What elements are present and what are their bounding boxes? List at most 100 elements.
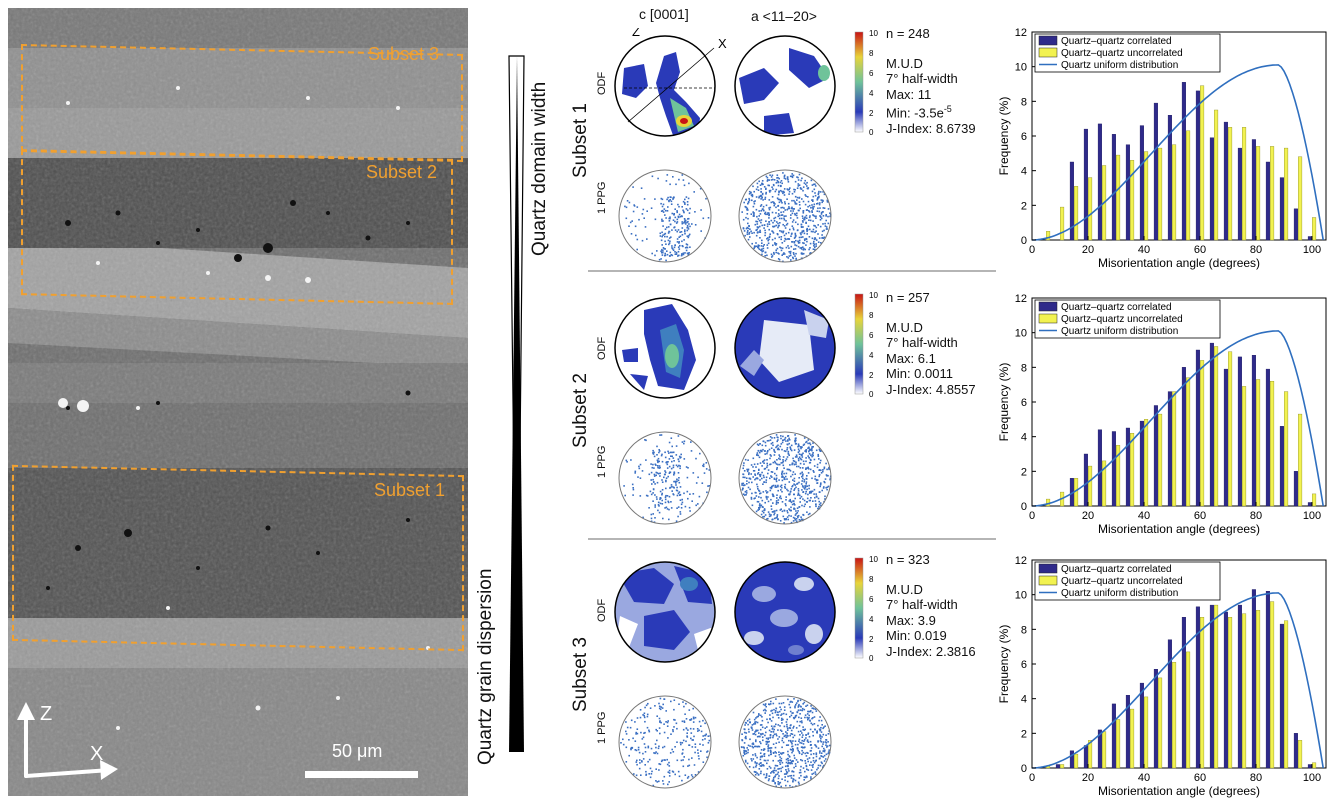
ppg-point [779,763,782,765]
ppg-point [790,509,792,512]
ppg-point [799,734,801,736]
bar-correlated [1251,354,1256,507]
ppg-point [669,199,671,201]
ppg-point [664,235,666,238]
ppg-point [746,480,748,482]
ppg-point [662,211,665,213]
ppg-point [678,236,680,238]
ppg-point [817,747,820,749]
ppg-point [806,240,808,243]
ppg-point [753,745,756,748]
ppg-point [675,482,677,484]
ppg-point [792,740,794,742]
ppg-point [775,478,777,481]
ppg-point [685,702,687,705]
ppg-point [814,183,816,185]
ppg-point [814,478,816,480]
ppg-point [655,728,657,731]
ppg-point [787,768,790,770]
ppg-point [669,255,671,257]
ppg-point [780,462,783,464]
ppg-point [748,731,750,733]
ppg-point [767,721,769,724]
ppg-point [778,710,781,713]
ppg-point [789,228,791,231]
ppg-point [681,240,683,243]
ppg-point [786,176,789,178]
ppg-point [781,473,783,476]
bar-uncorrelated [1144,696,1149,769]
ppg-point [794,456,797,458]
ppg-point [783,477,786,479]
ppg-point [658,511,661,514]
ppg-point [752,711,755,714]
ppg-point [804,179,806,182]
ppg-point [772,736,774,739]
ppg-point [702,217,705,220]
ppg-point [674,229,677,231]
ppg-point [775,206,777,209]
ppg-point [676,489,679,492]
ppg-point [656,781,659,783]
ppg-point [753,470,756,472]
ppg-point [683,458,686,460]
ppg-point [798,751,800,753]
ppg-point [762,205,765,208]
row-2-ppg-label: 1 PPG [596,445,608,478]
ppg-point [765,193,767,195]
ppg-point [813,188,816,191]
ppg-point [685,727,688,729]
ppg-point [757,189,760,191]
ppg-point [702,761,705,763]
ppg-point [776,247,779,250]
ppg-point [636,206,639,208]
ppg-point [812,753,815,755]
row-3-odf-label: ODF [596,598,608,622]
ppg-point [766,726,768,728]
ppg-point [775,463,778,465]
ppg-point [803,437,806,439]
ppg-point [785,731,787,733]
ppg-point [768,515,771,518]
ppg-point [811,773,813,775]
ppg-point [783,253,786,255]
ppg-point [826,486,829,488]
ppg-point [672,493,674,495]
ppg-point [744,484,746,486]
ppg-point [671,248,674,250]
ppg-point [748,481,750,484]
ppg-point [797,492,800,494]
ppg-point [772,183,775,186]
ppg-point [785,232,787,235]
bar-uncorrelated [1200,85,1205,241]
ppg-point [634,721,636,723]
ppg-point [683,721,686,723]
ppg-point [813,243,816,246]
ppg-point [681,221,683,223]
ppg-point [706,751,708,753]
ppg-point [748,477,751,480]
ppg-point [751,759,753,762]
ppg-point [766,213,769,216]
ppg-point [780,200,783,203]
ppg-point [668,230,670,233]
ppg-point [749,738,751,741]
ppg-point [820,719,823,722]
bar-uncorrelated [1312,762,1317,769]
ppg-point [661,460,664,463]
ppg-point [800,248,803,250]
ppg-point [681,498,683,501]
ppg-point [757,450,760,452]
ppg-point [678,703,680,705]
ppg-point [772,735,775,737]
ppg-point [780,760,783,762]
ppg-point [784,475,787,478]
ppg-point [815,746,818,748]
ppg-point [795,512,797,515]
ppg-point [773,478,776,480]
ppg-point [704,738,706,740]
bar-correlated [1181,82,1186,241]
ppg-point [791,485,793,488]
ppg-point [677,770,680,773]
ppg-point [771,780,774,782]
